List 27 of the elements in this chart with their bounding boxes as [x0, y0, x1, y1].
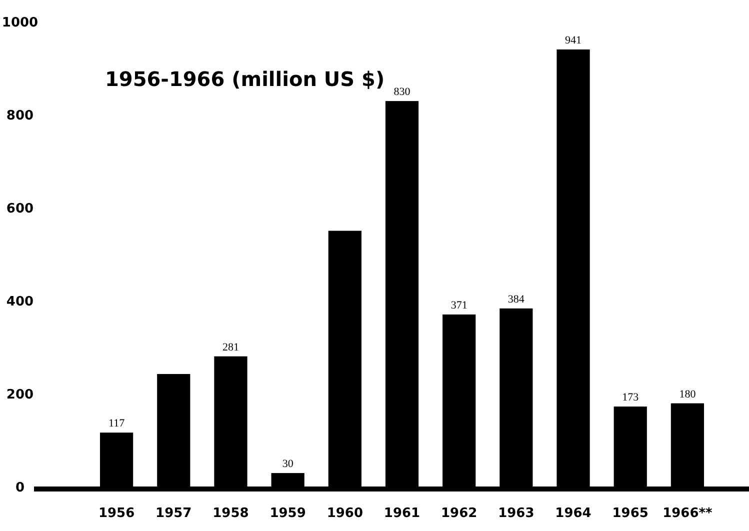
- data-label: 173: [622, 392, 640, 404]
- data-label: 371: [450, 299, 468, 312]
- x-tick-label: 1963: [498, 506, 534, 521]
- y-tick-label: 0: [15, 480, 25, 496]
- y-tick-label: 600: [6, 202, 34, 217]
- y-tick-label: 200: [6, 388, 34, 403]
- y-tick-label: 400: [6, 294, 34, 310]
- x-tick-label: 1959: [270, 506, 306, 521]
- data-label: 117: [108, 418, 126, 430]
- data-label: 384: [508, 293, 525, 306]
- x-tick-label: 1966**: [662, 506, 713, 521]
- x-tick-label: 1965: [612, 506, 648, 521]
- text: 1956-1966 (million US $): [105, 67, 385, 91]
- data-label: 30: [282, 458, 294, 470]
- x-tick-label: 1956: [98, 506, 135, 521]
- data-label: 941: [565, 34, 582, 46]
- x-tick-label: 1961: [384, 506, 420, 521]
- x-tick-label: 1962: [440, 506, 478, 521]
- x-tick-label: 1964: [555, 506, 592, 521]
- x-tick-label: 1958: [212, 506, 249, 521]
- data-label: 281: [222, 341, 239, 354]
- y-tick-label: 800: [6, 108, 34, 124]
- data-label: 830: [394, 86, 411, 98]
- x-tick-label: 1957: [156, 506, 192, 521]
- data-label: 180: [679, 388, 696, 400]
- x-tick-label: 1960: [326, 506, 364, 521]
- y-tick-label: 1000: [2, 16, 38, 31]
